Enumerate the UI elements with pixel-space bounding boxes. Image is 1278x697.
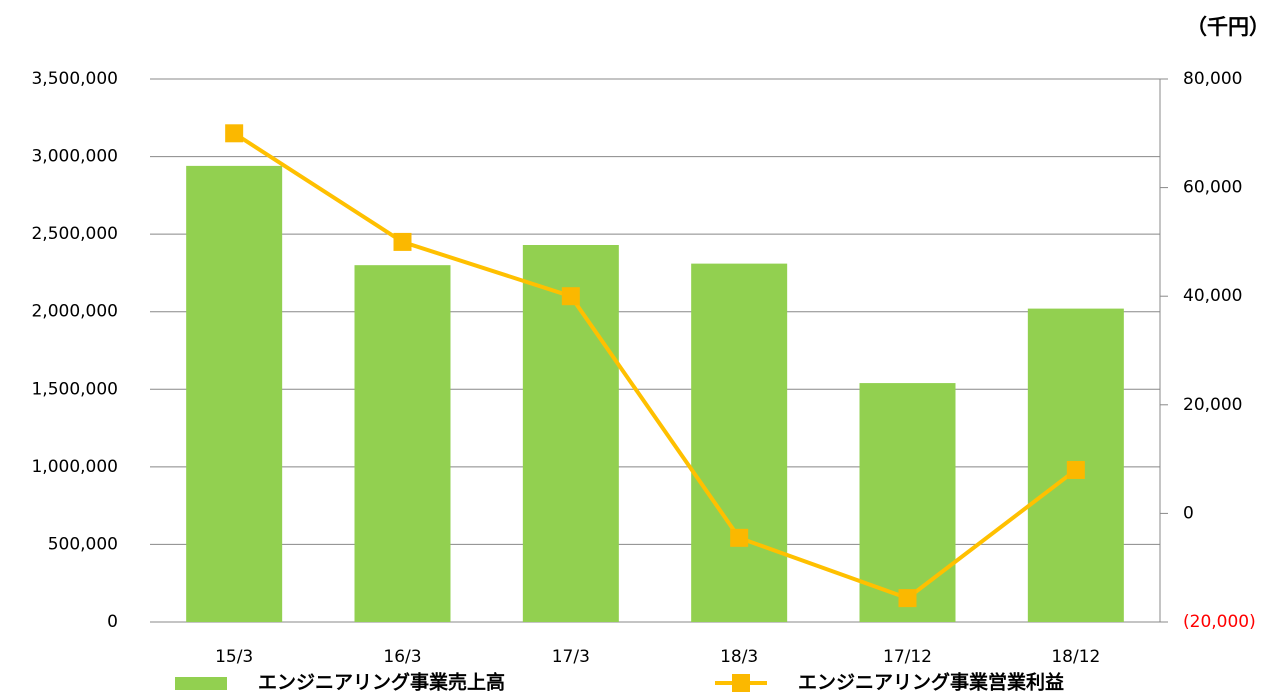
x-tick-label: 15/3 [215,647,253,667]
x-tick-label: 17/3 [552,647,590,667]
bar [522,245,619,622]
bar [859,383,956,622]
legend-label: エンジニアリング事業営業利益 [798,671,1064,694]
y2-tick-label: 60,000 [1183,178,1242,198]
y2-tick-label: 80,000 [1183,69,1242,89]
x-tick-label: 18/12 [1051,647,1100,667]
y2-tick-label: 40,000 [1183,286,1242,306]
line-marker [393,232,412,251]
line-marker [561,287,580,306]
y-tick-label: 0 [107,612,118,632]
line [233,131,1078,601]
legend-label: エンジニアリング事業売上高 [258,671,505,694]
line-marker [730,528,749,547]
y-tick-label: 3,000,000 [31,147,118,167]
y-tick-label: 1,000,000 [31,457,118,477]
line-marker [898,589,917,608]
legend-swatch [175,677,227,690]
legend-marker [732,674,750,692]
y2-tick-label: 20,000 [1183,395,1242,415]
y-tick-label: 2,000,000 [31,302,118,322]
y-tick-label: 2,500,000 [31,224,118,244]
bar [354,265,451,622]
bar [186,165,283,622]
x-tick-label: 17/12 [883,647,932,667]
line-marker [1066,460,1085,479]
y-tick-label: 3,500,000 [31,69,118,89]
y2-tick-label: 0 [1183,503,1194,523]
line-marker [225,124,244,143]
y-tick-label: 500,000 [48,534,118,554]
y2-tick-label: (20,000) [1183,612,1256,632]
y-tick-label: 1,500,000 [31,379,118,399]
bar [691,263,788,622]
y2-unit-label: （千円） [1186,15,1270,39]
x-tick-label: 18/3 [720,647,758,667]
x-tick-label: 16/3 [383,647,421,667]
